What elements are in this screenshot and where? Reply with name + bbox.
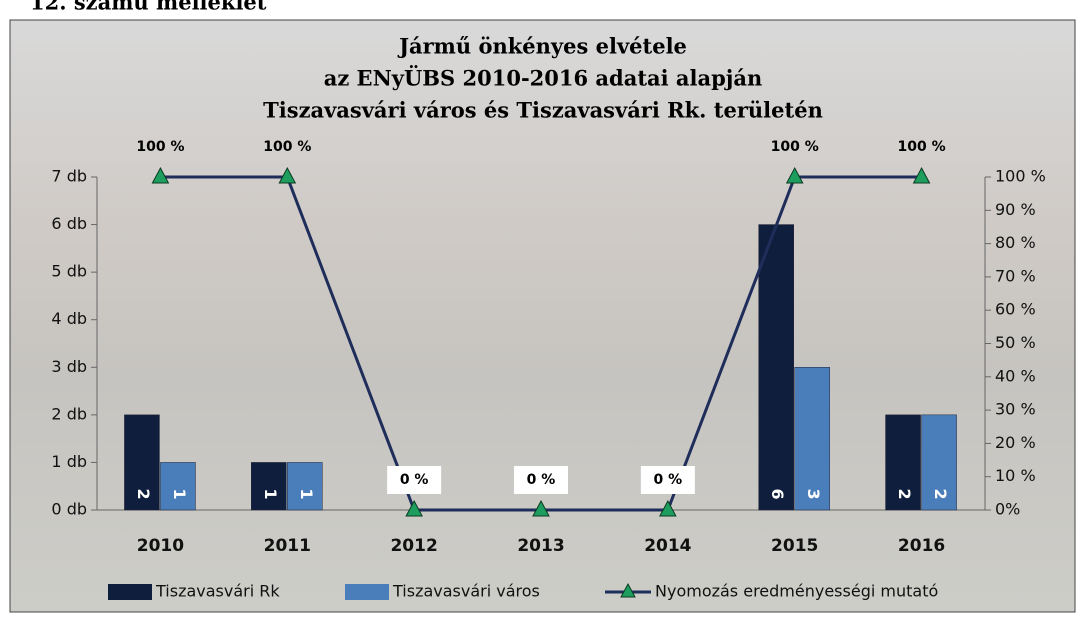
- line-value-label: 100 %: [898, 139, 946, 155]
- bar-value-label: 2: [134, 488, 153, 499]
- chart-title: Tiszavasvári város és Tiszavasvári Rk. t…: [263, 98, 823, 123]
- bar-value-label: 1: [297, 488, 316, 499]
- legend-label: Nyomozás eredményességi mutató: [655, 582, 938, 601]
- line-value-label: 100 %: [136, 139, 184, 155]
- x-tick-label: 2011: [264, 536, 311, 556]
- page-header: 12. számú melléklet: [30, 0, 267, 15]
- y-tick-label: 1 db: [51, 452, 87, 471]
- y2-tick-label: 40 %: [995, 366, 1036, 385]
- bar-value-label: 2: [931, 488, 950, 499]
- line-value-label: 0 %: [654, 472, 683, 488]
- chart: 12. számú melléklet Jármű önkényes elvét…: [0, 0, 1086, 621]
- bar-value-label: 2: [895, 488, 914, 499]
- legend-label: Tiszavasvári Rk: [155, 582, 280, 601]
- bar: [160, 462, 195, 510]
- chart-title: Jármű önkényes elvétele: [397, 34, 687, 59]
- bar: [287, 462, 322, 510]
- bar: [251, 462, 286, 510]
- y-tick-label: 7 db: [51, 167, 87, 186]
- chart-title: az ENyÜBS 2010-2016 adatai alapján: [324, 66, 763, 91]
- line-value-label: 100 %: [263, 139, 311, 155]
- x-tick-label: 2016: [898, 536, 945, 556]
- bar-value-label: 1: [170, 488, 189, 499]
- y2-tick-label: 20 %: [995, 433, 1036, 452]
- bar-value-label: 3: [804, 488, 823, 499]
- y-tick-label: 2 db: [51, 404, 87, 423]
- bar-value-label: 6: [768, 488, 787, 499]
- x-tick-label: 2015: [771, 536, 818, 556]
- y2-tick-label: 0%: [995, 500, 1020, 519]
- y2-tick-label: 90 %: [995, 200, 1036, 219]
- y-tick-label: 6 db: [51, 214, 87, 233]
- x-tick-label: 2010: [137, 536, 184, 556]
- x-tick-label: 2012: [390, 536, 437, 556]
- line-value-label: 0 %: [400, 472, 429, 488]
- y2-tick-label: 60 %: [995, 300, 1036, 319]
- legend-swatch: [345, 584, 389, 600]
- y2-tick-label: 70 %: [995, 266, 1036, 285]
- bar-value-label: 1: [261, 488, 280, 499]
- legend-swatch: [108, 584, 152, 600]
- y-tick-label: 0 db: [51, 500, 87, 519]
- y-tick-label: 5 db: [51, 262, 87, 281]
- line-value-label: 0 %: [527, 472, 556, 488]
- legend-label: Tiszavasvári város: [392, 582, 540, 601]
- y-tick-label: 3 db: [51, 357, 87, 376]
- y2-tick-label: 100 %: [995, 167, 1046, 186]
- y2-tick-label: 50 %: [995, 333, 1036, 352]
- y2-tick-label: 80 %: [995, 233, 1036, 252]
- x-tick-label: 2013: [517, 536, 564, 556]
- y2-tick-label: 30 %: [995, 400, 1036, 419]
- bar: [759, 225, 794, 510]
- line-value-label: 100 %: [771, 139, 819, 155]
- x-tick-label: 2014: [644, 536, 691, 556]
- y-tick-label: 4 db: [51, 309, 87, 328]
- y2-tick-label: 10 %: [995, 466, 1036, 485]
